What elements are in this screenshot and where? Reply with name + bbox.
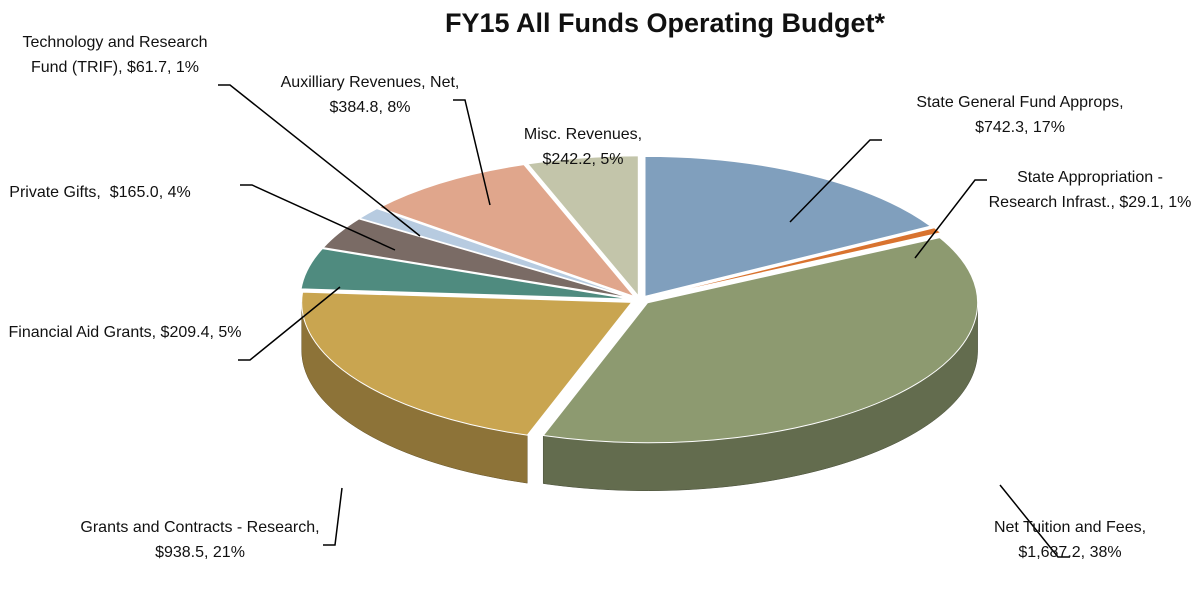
data-label: Grants and Contracts - Research, $938.5,…: [80, 519, 329, 561]
slice: [542, 237, 979, 444]
data-label: Technology and Research Fund (TRIF), $61…: [22, 34, 212, 76]
slice: [301, 291, 633, 436]
data-label: State Appropriation - Research Infrast.,…: [988, 169, 1192, 211]
data-label: Financial Aid Grants, $209.4, 5%: [8, 324, 242, 341]
slice: [526, 155, 639, 298]
leader-line: [999, 484, 1070, 558]
slice: [300, 248, 631, 300]
data-label: Private Gifts, $165.0, 4%: [9, 184, 191, 201]
slice: [648, 227, 942, 299]
data-label: State General Fund Approps, $742.3, 17%: [916, 94, 1133, 136]
slice: [322, 218, 632, 299]
slice: [377, 164, 636, 298]
leader-line: [453, 99, 491, 206]
chart-title: FY15 All Funds Operating Budget*: [444, 8, 886, 38]
leader-line: [914, 179, 987, 259]
leader-line: [238, 286, 341, 361]
data-label: Net Tuition and Fees, $1,687.2, 38%: [993, 519, 1151, 561]
data-label: Misc. Revenues, $242.2, 5%: [523, 126, 647, 168]
leader-line: [218, 84, 421, 237]
leader-line: [323, 487, 343, 546]
leader-line: [240, 184, 396, 251]
data-label: Auxilliary Revenues, Net, $384.8, 8%: [280, 74, 469, 116]
slice: [358, 208, 633, 298]
leader-line: [789, 139, 882, 223]
slice: [644, 155, 932, 297]
